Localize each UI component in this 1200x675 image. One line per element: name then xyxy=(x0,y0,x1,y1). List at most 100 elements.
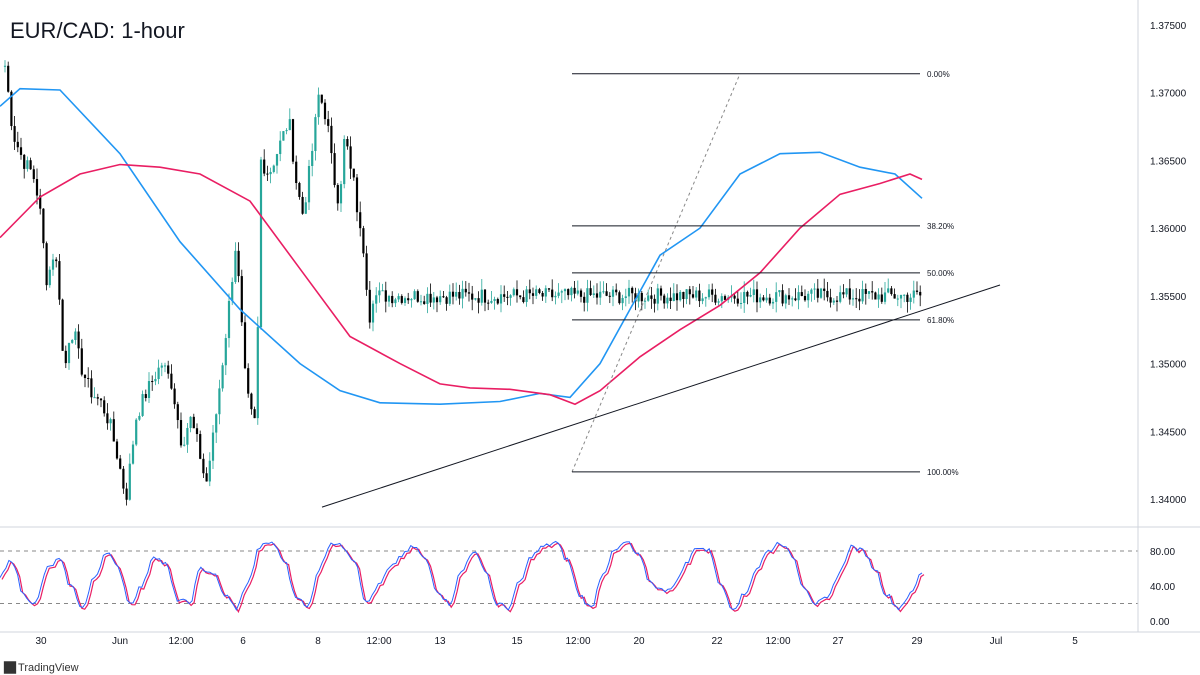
candle-body xyxy=(906,294,909,302)
candle-body xyxy=(122,468,125,489)
candle-body xyxy=(672,293,675,301)
candle-body xyxy=(394,299,397,304)
candle-body xyxy=(858,298,861,302)
candle-body xyxy=(688,289,691,295)
candle-body xyxy=(167,365,170,374)
candle-body xyxy=(291,119,295,162)
candle-body xyxy=(477,298,480,303)
time-tick-label: Jul xyxy=(990,636,1003,647)
candle-body xyxy=(144,394,147,399)
candle-body xyxy=(55,259,58,262)
candle-body xyxy=(743,291,746,303)
price-tick-label: 1.36000 xyxy=(1150,224,1187,235)
candle-body xyxy=(90,378,93,398)
stochastic-pane[interactable] xyxy=(0,540,1138,614)
candle-body xyxy=(7,65,10,92)
candle-body xyxy=(96,397,99,399)
candle-body xyxy=(919,291,922,296)
candle-body xyxy=(355,177,359,213)
candle-body xyxy=(592,293,595,295)
candle-body xyxy=(512,289,515,296)
candle-body xyxy=(653,298,656,304)
candle-body xyxy=(605,291,608,296)
candle-body xyxy=(547,288,551,290)
candle-body xyxy=(637,292,640,302)
candle-body xyxy=(551,289,554,298)
price-tick-label: 1.35500 xyxy=(1150,292,1187,303)
candle-body xyxy=(266,173,269,175)
candle-body xyxy=(163,365,167,367)
candle-body xyxy=(893,294,896,299)
candle-body xyxy=(275,154,279,166)
candle-body xyxy=(112,419,115,442)
candle-body xyxy=(848,288,851,300)
candle-body xyxy=(813,288,816,290)
candle-body xyxy=(570,287,573,296)
candle-body xyxy=(771,301,775,304)
stoch-d-line xyxy=(1,542,925,614)
candle-body xyxy=(835,300,839,302)
price-tick-label: 1.36500 xyxy=(1150,156,1187,167)
candle-body xyxy=(378,290,381,296)
candle-body xyxy=(256,327,259,419)
candle-body xyxy=(586,288,589,303)
candle-body xyxy=(199,434,202,459)
time-tick-label: 5 xyxy=(1072,636,1078,647)
candle-body xyxy=(269,171,272,175)
support-trendline xyxy=(321,284,1001,508)
candle-body xyxy=(739,302,743,304)
candle-body xyxy=(720,296,723,302)
candle-body xyxy=(439,296,442,303)
candle-body xyxy=(195,428,199,435)
candle-body xyxy=(589,288,592,295)
candle-body xyxy=(343,139,346,185)
candle-body xyxy=(611,289,615,297)
candle-body xyxy=(160,365,163,368)
candle-body xyxy=(67,342,71,364)
candle-body xyxy=(595,293,599,298)
candle-body xyxy=(499,294,503,304)
candle-body xyxy=(707,289,711,298)
candles xyxy=(3,60,922,506)
price-pane[interactable]: 0.00% 38.20% 50.00% 61.80% 100.00% xyxy=(0,60,1001,508)
candle-body xyxy=(83,374,87,379)
candle-body xyxy=(250,393,253,410)
candle-body xyxy=(151,381,154,383)
candle-body xyxy=(227,300,231,339)
candle-body xyxy=(643,300,647,302)
candle-body xyxy=(263,159,266,174)
candle-body xyxy=(19,147,23,155)
stoch-tick-label: 80.00 xyxy=(1150,547,1175,558)
candle-body xyxy=(141,394,144,416)
candle-body xyxy=(432,297,435,303)
candle-body xyxy=(864,289,867,294)
candle-body xyxy=(259,159,263,328)
candle-body xyxy=(698,290,701,302)
candle-body xyxy=(243,322,247,369)
stoch-tick-label: 0.00 xyxy=(1150,617,1170,628)
candle-body xyxy=(16,141,19,148)
candle-body xyxy=(330,125,333,154)
candle-body xyxy=(855,298,858,300)
candle-body xyxy=(877,294,880,300)
candle-body xyxy=(659,288,663,296)
candle-body xyxy=(279,140,282,155)
candle-body xyxy=(557,292,560,296)
candle-body xyxy=(679,291,682,301)
time-tick-label: 27 xyxy=(832,636,844,647)
candle-body xyxy=(349,146,352,169)
candle-body xyxy=(285,130,288,132)
candle-body xyxy=(701,298,704,302)
time-tick-label: 22 xyxy=(711,636,723,647)
candle-body xyxy=(35,179,39,196)
fibonacci-level-label: 38.20% xyxy=(927,222,954,231)
chart-title: EUR/CAD: 1-hour xyxy=(10,18,185,43)
candle-body xyxy=(602,291,605,293)
candle-body xyxy=(416,291,419,302)
candle-body xyxy=(576,290,579,294)
candle-body xyxy=(842,292,845,295)
time-tick-label: 6 xyxy=(240,636,246,647)
time-tick-label: 8 xyxy=(315,636,321,647)
time-tick-label: 12:00 xyxy=(168,636,193,647)
